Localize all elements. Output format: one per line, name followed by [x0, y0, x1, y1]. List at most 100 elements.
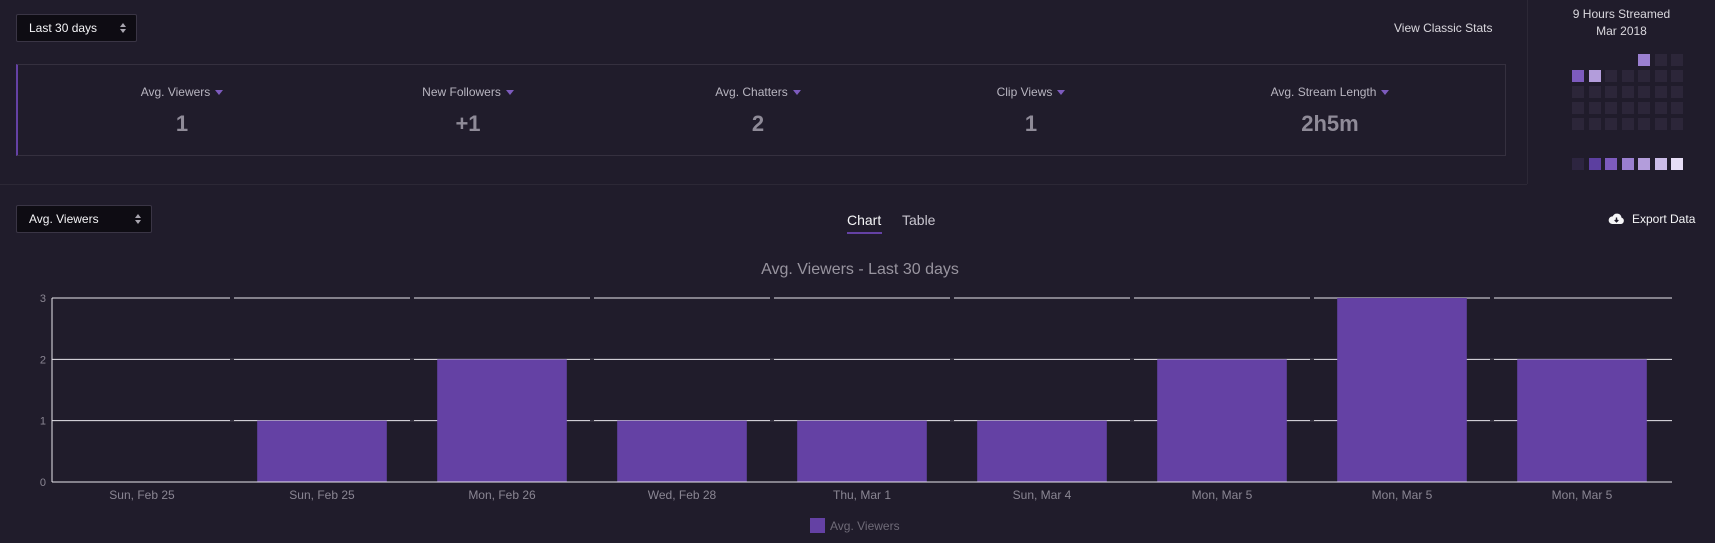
bar [617, 420, 747, 482]
x-tick-label: Sun, Feb 25 [109, 488, 175, 502]
metric-select[interactable]: Avg. Viewers [16, 205, 152, 233]
stat-label: Avg. Chatters [715, 85, 788, 99]
calendar-day-cell[interactable] [1638, 70, 1650, 82]
calendar-legend-swatch [1589, 158, 1601, 170]
caret-down-icon [792, 89, 801, 95]
stat-avg-chatters[interactable]: Avg. Chatters 2 [658, 83, 858, 137]
bar [977, 420, 1107, 482]
calendar-day-cell[interactable] [1638, 118, 1650, 130]
export-data-button[interactable]: Export Data [1608, 212, 1695, 226]
calendar-legend-swatch [1622, 158, 1634, 170]
caret-down-icon [505, 89, 514, 95]
y-tick-label: 1 [40, 416, 46, 428]
stat-value: 2 [751, 111, 765, 136]
bar [797, 420, 927, 482]
calendar-day-cell[interactable] [1589, 102, 1601, 114]
stat-avg-stream-length[interactable]: Avg. Stream Length 2h5m [1230, 83, 1430, 137]
bar [257, 420, 387, 482]
x-tick-label: Mon, Mar 5 [1192, 488, 1253, 502]
calendar-title: 9 Hours Streamed Mar 2018 [1528, 6, 1715, 40]
calendar-day-cell[interactable] [1638, 86, 1650, 98]
calendar-day-cell[interactable] [1622, 70, 1634, 82]
calendar-day-cell[interactable] [1638, 54, 1650, 66]
stat-clip-views[interactable]: Clip Views 1 [931, 83, 1131, 137]
calendar-day-cell[interactable] [1655, 118, 1667, 130]
caret-down-icon [1057, 89, 1066, 95]
stat-value: +1 [455, 111, 481, 136]
stat-avg-viewers[interactable]: Avg. Viewers 1 [82, 83, 282, 137]
view-classic-stats-link[interactable]: View Classic Stats [1394, 21, 1493, 35]
select-arrows-icon [135, 214, 141, 224]
chart-title: Avg. Viewers - Last 30 days [761, 261, 959, 278]
stat-value: 1 [1024, 111, 1038, 136]
x-tick-label: Mon, Mar 5 [1372, 488, 1433, 502]
horizontal-divider [0, 184, 1527, 185]
calendar-day-cell[interactable] [1638, 102, 1650, 114]
calendar-legend-swatch [1638, 158, 1650, 170]
calendar-day-cell[interactable] [1572, 70, 1584, 82]
calendar-day-cell[interactable] [1622, 118, 1634, 130]
calendar-day-cell[interactable] [1671, 118, 1683, 130]
calendar-day-cell[interactable] [1605, 118, 1617, 130]
x-tick-label: Sun, Feb 25 [289, 488, 355, 502]
hours-streamed: 9 Hours Streamed [1572, 7, 1671, 21]
stream-calendar: 9 Hours Streamed Mar 2018 [1528, 0, 1715, 184]
calendar-day-cell[interactable] [1572, 102, 1584, 114]
calendar-legend-swatch [1671, 158, 1683, 170]
caret-down-icon [215, 89, 224, 95]
calendar-day-cell[interactable] [1671, 54, 1683, 66]
metric-value: Avg. Viewers [29, 212, 99, 226]
tab-table[interactable]: Table [902, 212, 936, 228]
calendar-day-cell[interactable] [1572, 118, 1584, 130]
calendar-day-cell[interactable] [1622, 102, 1634, 114]
select-arrows-icon [120, 23, 126, 33]
calendar-day-cell[interactable] [1589, 86, 1601, 98]
calendar-day-cell[interactable] [1655, 54, 1667, 66]
calendar-day-cell[interactable] [1671, 86, 1683, 98]
calendar-day-cell[interactable] [1671, 102, 1683, 114]
calendar-day-cell[interactable] [1655, 86, 1667, 98]
bar [1157, 359, 1287, 482]
calendar-day-cell[interactable] [1589, 118, 1601, 130]
calendar-month: Mar 2018 [1596, 24, 1647, 38]
x-tick-label: Mon, Feb 26 [468, 488, 536, 502]
x-tick-label: Sun, Mar 4 [1013, 488, 1072, 502]
legend-label: Avg. Viewers [830, 518, 900, 533]
x-tick-label: Thu, Mar 1 [833, 488, 891, 502]
bar-chart: 0 1 2 3 Sun, Feb 25 Sun, Feb 25 Mon, Feb 26 Wed… [40, 293, 1672, 502]
stats-summary-panel: Avg. Viewers 1 New Followers +1 Avg. Cha… [16, 64, 1506, 156]
calendar-day-cell[interactable] [1605, 86, 1617, 98]
calendar-day-cell[interactable] [1622, 86, 1634, 98]
stat-value: 2h5m [1301, 111, 1359, 136]
stat-label: New Followers [422, 85, 501, 99]
calendar-legend-swatch [1572, 158, 1584, 170]
calendar-day-cell[interactable] [1671, 70, 1683, 82]
calendar-legend-swatch [1655, 158, 1667, 170]
date-range-select[interactable]: Last 30 days [16, 14, 137, 42]
cloud-download-icon [1608, 213, 1624, 224]
calendar-day-cell[interactable] [1605, 70, 1617, 82]
calendar-day-cell[interactable] [1572, 86, 1584, 98]
y-tick-label: 0 [40, 477, 46, 489]
calendar-day-cell[interactable] [1589, 70, 1601, 82]
calendar-day-cell[interactable] [1655, 102, 1667, 114]
stat-label: Avg. Viewers [140, 85, 211, 99]
x-tick-label: Mon, Mar 5 [1552, 488, 1613, 502]
calendar-legend-swatch [1605, 158, 1617, 170]
calendar-day-cell[interactable] [1655, 70, 1667, 82]
legend-swatch [810, 518, 825, 533]
stat-label: Clip Views [996, 85, 1053, 99]
active-tab-indicator [847, 232, 882, 234]
tab-chart[interactable]: Chart [847, 212, 882, 228]
stat-new-followers[interactable]: New Followers +1 [368, 83, 568, 137]
y-tick-label: 3 [40, 293, 46, 305]
bar [1517, 359, 1647, 482]
x-tick-label: Wed, Feb 28 [648, 488, 717, 502]
y-tick-label: 2 [40, 354, 46, 366]
export-label: Export Data [1632, 212, 1696, 226]
bar [1337, 298, 1467, 482]
chart-legend[interactable]: Avg. Viewers [810, 518, 900, 533]
vertical-divider [1527, 0, 1528, 184]
calendar-day-cell[interactable] [1605, 102, 1617, 114]
caret-down-icon [1381, 89, 1390, 95]
